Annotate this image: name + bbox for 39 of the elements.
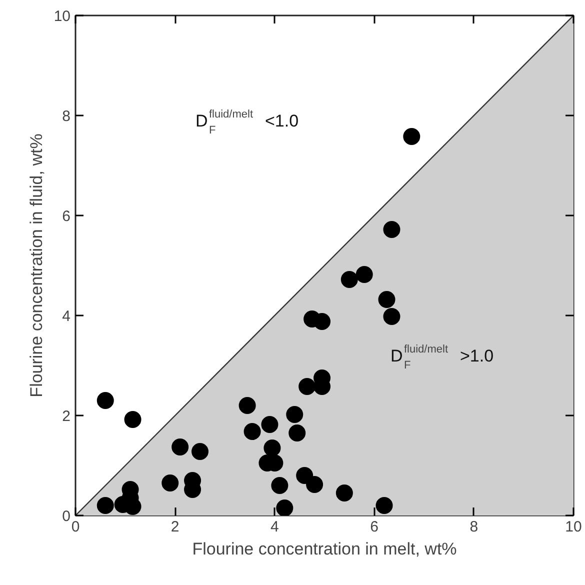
point [96, 497, 114, 514]
y-tick-label: 4 [62, 308, 70, 325]
y-tick-label: 0 [62, 508, 70, 525]
point [261, 416, 278, 433]
point [162, 474, 179, 492]
point [96, 392, 114, 409]
point [271, 477, 288, 494]
y-tick-label: 6 [62, 208, 70, 225]
point [383, 221, 400, 238]
y-tick-label: 2 [62, 408, 70, 425]
y-axis-title: Flourine concentration in fluid, wt% [26, 134, 46, 398]
point [314, 313, 331, 330]
point [286, 406, 304, 423]
point [238, 397, 256, 414]
x-tick-label: 4 [270, 518, 279, 536]
point [356, 266, 373, 283]
point [264, 440, 281, 456]
y-tick-label: 10 [54, 8, 71, 25]
point [296, 467, 314, 484]
point [340, 271, 358, 288]
point [378, 291, 396, 308]
point [172, 438, 189, 456]
point [383, 308, 400, 325]
point [336, 484, 353, 502]
y-tick-label: 8 [62, 108, 70, 125]
x-tick-label: 8 [470, 518, 478, 536]
point [306, 476, 324, 493]
point [192, 443, 208, 460]
point [288, 424, 306, 442]
point [376, 497, 393, 514]
point [298, 378, 316, 395]
point [276, 500, 294, 516]
x-tick-label: 10 [565, 518, 582, 536]
x-axis-title: Flourine concentration in melt, wt% [192, 540, 457, 558]
x-tick-label: 2 [170, 518, 180, 536]
point [403, 128, 420, 145]
x-tick-label: 6 [370, 518, 378, 536]
point [124, 411, 142, 428]
point [244, 423, 261, 440]
